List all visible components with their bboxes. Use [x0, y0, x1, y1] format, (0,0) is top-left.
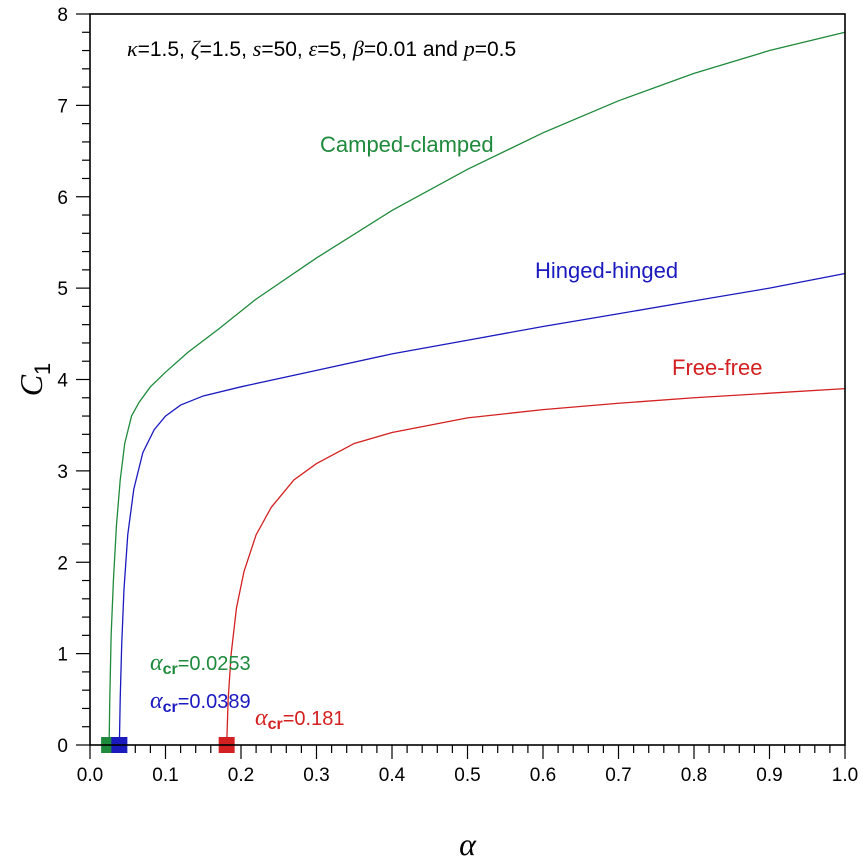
parameter-text: =0.01 and: [364, 38, 464, 61]
x-tick-label: 0.7: [605, 765, 631, 786]
parameter-text: =1.5,: [138, 38, 191, 61]
parameter-text: =1.5,: [200, 38, 253, 61]
y-tick-label: 7: [57, 96, 68, 117]
x-tick-label: 0.3: [303, 765, 329, 786]
x-axis-title: α: [459, 826, 477, 862]
critical-symbol: α: [150, 650, 163, 676]
series-line: [226, 387, 846, 746]
x-tick-label: 0.2: [228, 765, 254, 786]
y-tick-label: 6: [57, 188, 68, 209]
series-line: [118, 272, 846, 746]
y-axis-title: C1: [13, 363, 55, 397]
x-tick-label: 0.8: [681, 765, 707, 786]
series-labels: Camped-clampedαcr=0.0253Hinged-hingedαcr…: [150, 132, 762, 733]
series-name-label: Camped-clamped: [320, 132, 494, 157]
y-tick-label: 3: [57, 462, 68, 483]
data-series: [108, 31, 846, 746]
plot-frame: [89, 13, 846, 746]
x-tick-label: 1.0: [832, 765, 858, 786]
x-tick-label: 0.1: [152, 765, 178, 786]
critical-value: =0.181: [283, 708, 345, 730]
y-axis-symbol: C: [13, 374, 49, 396]
series-name-label: Free-free: [672, 355, 762, 380]
critical-value: =0.0253: [178, 653, 251, 675]
y-tick-label: 8: [57, 5, 68, 26]
parameter-symbol: β: [352, 36, 364, 61]
critical-symbol: α: [255, 705, 268, 731]
parameter-symbol: ε: [309, 36, 318, 61]
x-tick-label: 0.9: [756, 765, 782, 786]
critical-value-label: αcr=0.0253: [150, 650, 251, 678]
series-name-label: Hinged-hinged: [535, 258, 678, 283]
critical-subscript: cr: [163, 699, 178, 716]
x-tick-label: 0.6: [530, 765, 556, 786]
parameter-symbol: s: [253, 36, 262, 61]
x-tick-label: 0.4: [379, 765, 406, 786]
y-tick-label: 5: [57, 279, 68, 300]
critical-value: =0.0389: [178, 691, 251, 713]
critical-subscript: cr: [163, 661, 178, 678]
x-tick-label: 0.0: [77, 765, 103, 786]
axis-ticks: [76, 13, 846, 759]
parameter-symbol: p: [462, 36, 475, 61]
x-tick-label: 0.5: [454, 765, 480, 786]
parameter-text: =0.5: [475, 38, 516, 61]
critical-symbol: α: [150, 688, 163, 714]
critical-value-label: αcr=0.181: [255, 705, 344, 733]
y-axis-subscript: 1: [30, 363, 55, 375]
parameter-annotation: κ=1.5, ζ=1.5, s=50, ε=5, β=0.01 and p=0.…: [127, 36, 516, 61]
parameter-symbol: κ: [127, 36, 138, 61]
parameter-symbol: ζ: [191, 36, 202, 61]
y-tick-label: 1: [57, 645, 68, 666]
critical-subscript: cr: [268, 716, 283, 733]
series-line: [108, 31, 846, 746]
y-tick-label: 4: [57, 371, 68, 392]
y-tick-label: 2: [57, 553, 68, 574]
y-tick-label: 0: [57, 736, 68, 757]
axis-tick-labels: 0.0 0.1 0.2 0.3 0.4 0.5 0.6 0.7 0.8 0.9 1.0 0 1 2 3 4 5 6…: [57, 5, 858, 786]
critical-value-label: αcr=0.0389: [150, 688, 251, 716]
parameter-text: =5,: [317, 38, 353, 61]
parameter-text: =50,: [261, 38, 308, 61]
